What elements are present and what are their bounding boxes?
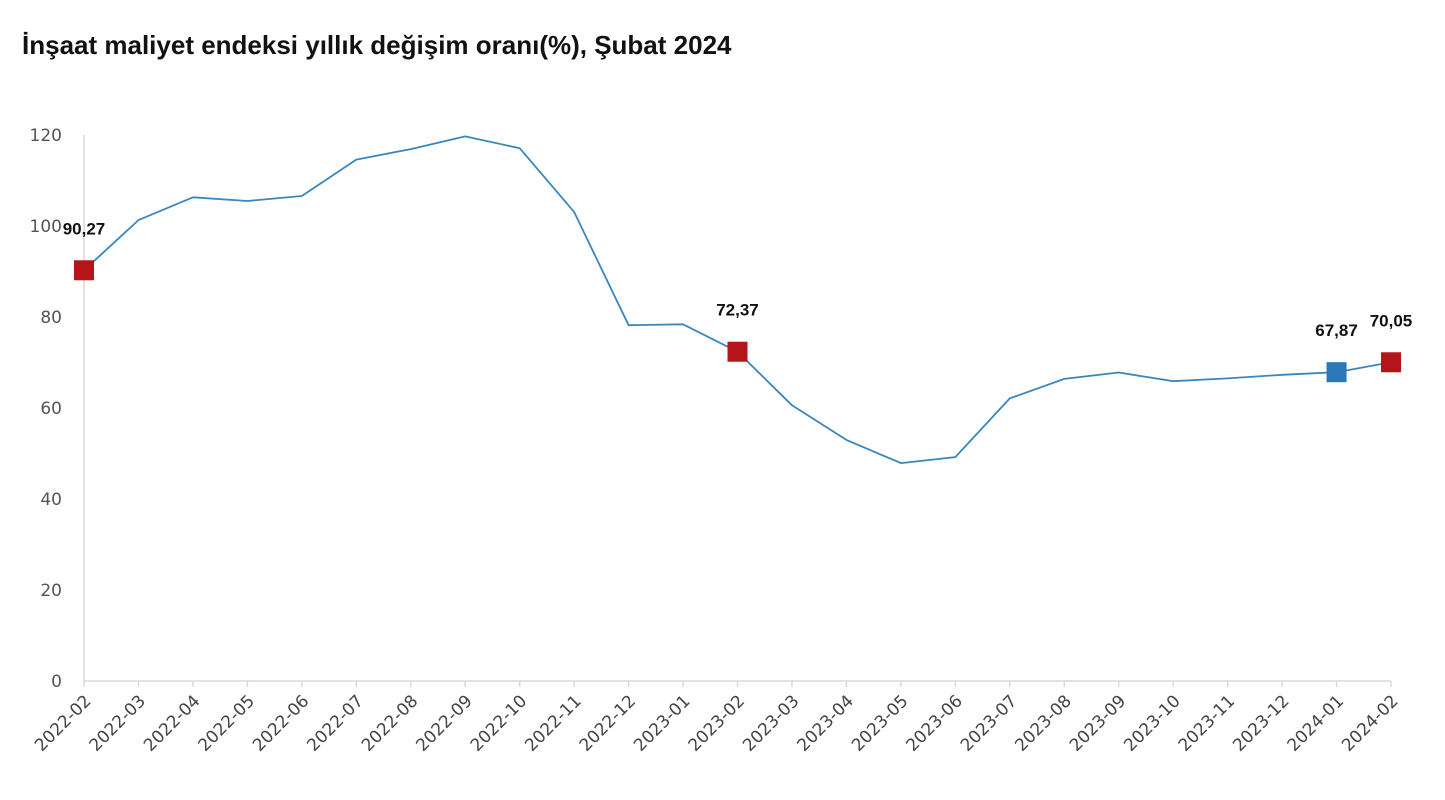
x-tick-label: 2023-08 — [1011, 691, 1075, 755]
x-tick-label: 2023-07 — [957, 691, 1021, 755]
x-tick-label: 2022-04 — [140, 691, 204, 755]
y-tick-label: 120 — [30, 126, 62, 146]
x-tick-label: 2022-05 — [195, 691, 259, 755]
x-tick-label: 2023-04 — [794, 691, 858, 755]
data-labels: 90,27 72,37 67,87 70,05 — [63, 219, 1413, 340]
data-label: 70,05 — [1370, 311, 1413, 330]
x-tick-label: 2022-11 — [521, 691, 585, 755]
x-tick-label: 2023-05 — [848, 691, 912, 755]
x-tick-label: 2022-09 — [412, 691, 476, 755]
x-tick-label: 2022-12 — [576, 691, 640, 755]
x-tick-label: 2022-07 — [303, 691, 367, 755]
y-tick-label: 0 — [51, 672, 62, 692]
x-tick-label: 2023-01 — [630, 691, 694, 755]
x-tick-label: 2022-08 — [358, 691, 422, 755]
y-tick-label: 100 — [30, 217, 62, 237]
x-axis-ticks: 2022-022022-032022-042022-052022-062022-… — [31, 681, 1403, 756]
x-tick-label: 2023-12 — [1229, 691, 1293, 755]
x-tick-label: 2022-02 — [31, 691, 95, 755]
x-tick-label: 2023-09 — [1066, 691, 1130, 755]
x-tick-label: 2023-06 — [903, 691, 967, 755]
x-tick-label: 2024-02 — [1338, 691, 1402, 755]
highlight-marker — [1326, 362, 1347, 383]
y-tick-label: 40 — [40, 490, 62, 510]
y-axis-ticks: 0 20 40 60 80 100 120 — [30, 126, 62, 692]
y-tick-label: 60 — [40, 399, 62, 419]
y-tick-label: 20 — [40, 581, 62, 601]
highlight-marker — [74, 260, 94, 281]
highlight-markers — [74, 260, 1401, 383]
x-tick-label: 2022-10 — [467, 691, 531, 755]
x-tick-label: 2024-01 — [1284, 691, 1348, 755]
highlight-marker — [1381, 352, 1401, 373]
data-label: 67,87 — [1315, 321, 1358, 340]
data-label: 90,27 — [63, 219, 106, 238]
x-tick-label: 2023-02 — [685, 691, 749, 755]
chart-title: İnşaat maliyet endeksi yıllık değişim or… — [22, 30, 732, 60]
y-tick-label: 80 — [40, 308, 62, 328]
x-tick-label: 2023-10 — [1120, 691, 1184, 755]
highlight-marker — [727, 341, 748, 362]
x-tick-label: 2022-03 — [86, 691, 150, 755]
data-label: 72,37 — [716, 301, 759, 320]
x-tick-label: 2022-06 — [249, 691, 313, 755]
x-tick-label: 2023-03 — [739, 691, 803, 755]
axes — [83, 135, 1391, 682]
x-tick-label: 2023-11 — [1175, 691, 1239, 755]
